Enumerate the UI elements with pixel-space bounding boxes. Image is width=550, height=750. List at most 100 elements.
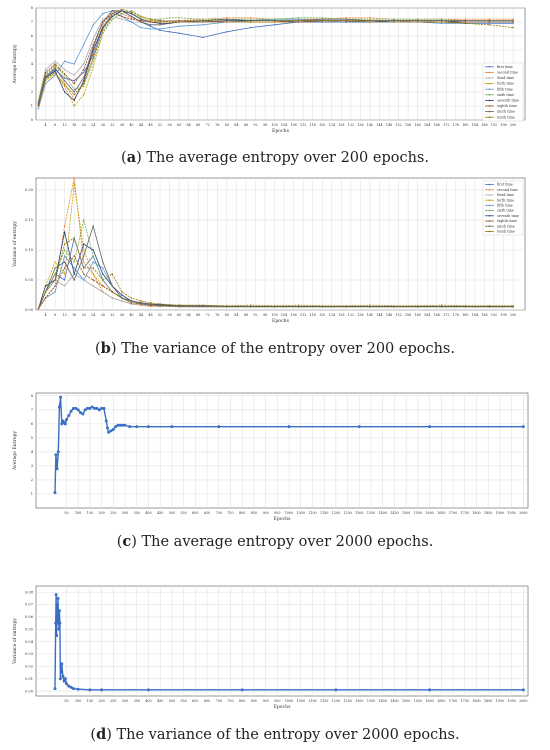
data-point: [63, 68, 66, 71]
x-tick-label: 2000: [519, 699, 527, 703]
data-point: [83, 71, 85, 74]
data-point: [102, 21, 104, 23]
data-point: [321, 305, 323, 307]
data-point: [287, 425, 291, 429]
data-point: [83, 255, 85, 257]
data-point: [140, 19, 142, 22]
data-point: [168, 26, 171, 29]
data-point: [63, 225, 66, 227]
y-tick-label: 0.06: [25, 615, 34, 619]
data-point: [92, 54, 94, 57]
x-tick-label: 50: [64, 699, 68, 703]
data-point: [345, 19, 347, 22]
data-point: [168, 31, 171, 33]
data-point: [59, 671, 63, 675]
data-point: [61, 674, 65, 678]
x-tick-label: 650: [204, 511, 210, 515]
data-point: [202, 21, 204, 23]
data-point: [76, 408, 80, 412]
x-tick-label: 1950: [507, 699, 515, 703]
data-point: [202, 18, 204, 20]
data-point: [57, 405, 61, 409]
data-point: [149, 21, 152, 23]
x-tick-label: 156: [405, 123, 411, 127]
x-tick-label: 40: [129, 123, 133, 127]
data-point: [121, 297, 123, 299]
y-tick-label: 8: [31, 6, 34, 10]
x-tick-label: 8: [54, 123, 56, 127]
x-tick-label: 1550: [414, 699, 422, 703]
data-point: [321, 19, 323, 22]
data-point: [92, 225, 94, 227]
data-point: [54, 273, 56, 275]
data-point: [102, 18, 104, 20]
x-tick-label: 16: [72, 123, 76, 127]
plot-frame: [35, 585, 529, 697]
data-point: [63, 279, 66, 281]
x-tick-label: 168: [434, 313, 440, 317]
data-point: [130, 15, 133, 18]
x-tick-label: 96: [263, 313, 267, 317]
legend-label: tenth time: [497, 230, 515, 234]
data-point: [128, 425, 132, 429]
chart-d: 50 100 150 200 250 300 350 400 450 500 550 600 650 70…: [12, 585, 529, 710]
legend-label: forth time: [497, 82, 514, 86]
data-point: [428, 425, 432, 429]
x-tick-label: 156: [405, 313, 411, 317]
data-point: [321, 18, 323, 20]
data-point: [54, 267, 56, 269]
x-tick-label: 52: [158, 123, 162, 127]
y-tick-label: 7: [31, 408, 34, 412]
x-tick-label: 116: [310, 123, 316, 127]
caption-b: (b) The variance of the entropy over 200…: [95, 340, 455, 357]
legend-marker: [488, 94, 491, 96]
data-point: [100, 688, 104, 692]
x-tick-label: 132: [348, 123, 354, 127]
x-tick-label: 56: [167, 123, 171, 127]
data-point: [428, 688, 432, 692]
x-tick-label: 148: [386, 313, 392, 317]
data-point: [57, 627, 61, 631]
x-tick-label: 1950: [507, 511, 515, 515]
legend-label: eighth time: [497, 219, 517, 223]
data-point: [88, 406, 92, 410]
data-point: [464, 21, 467, 23]
data-point: [63, 231, 66, 233]
data-point: [81, 412, 85, 416]
x-tick-label: 84: [234, 123, 238, 127]
x-tick-label: 4: [44, 123, 46, 127]
legend-label: third time: [497, 76, 514, 80]
data-point: [60, 422, 64, 426]
data-point: [146, 688, 150, 692]
data-point: [345, 17, 347, 19]
legend-marker: [488, 82, 491, 85]
x-axis-label: Epochs: [272, 128, 290, 134]
data-point: [73, 237, 75, 239]
data-point: [54, 593, 58, 597]
data-point: [488, 19, 490, 22]
x-tick-label: 1600: [425, 511, 433, 515]
x-tick-label: 24: [91, 313, 95, 317]
x-tick-label: 88: [244, 123, 248, 127]
x-tick-label: 900: [262, 699, 268, 703]
data-point: [202, 36, 204, 39]
x-axis-label: Epochs: [272, 318, 290, 324]
legend-marker: [488, 110, 491, 113]
legend-label: fifth time: [497, 204, 513, 208]
legend-marker: [488, 105, 491, 107]
data-point: [521, 688, 525, 692]
data-point: [102, 279, 104, 281]
caption-c: (c) The average entropy over 2000 epochs…: [116, 533, 434, 550]
data-point: [149, 304, 152, 306]
series-line: [54, 594, 524, 691]
x-tick-label: 192: [491, 123, 497, 127]
data-point: [178, 32, 180, 34]
series-line-9: [38, 224, 514, 309]
data-point: [105, 426, 109, 430]
series-line-10: [38, 237, 514, 309]
data-point: [217, 425, 221, 429]
data-point: [273, 19, 276, 22]
x-tick-label: 150: [87, 511, 93, 515]
data-point: [159, 28, 161, 30]
y-tick-label: 4: [31, 450, 34, 454]
